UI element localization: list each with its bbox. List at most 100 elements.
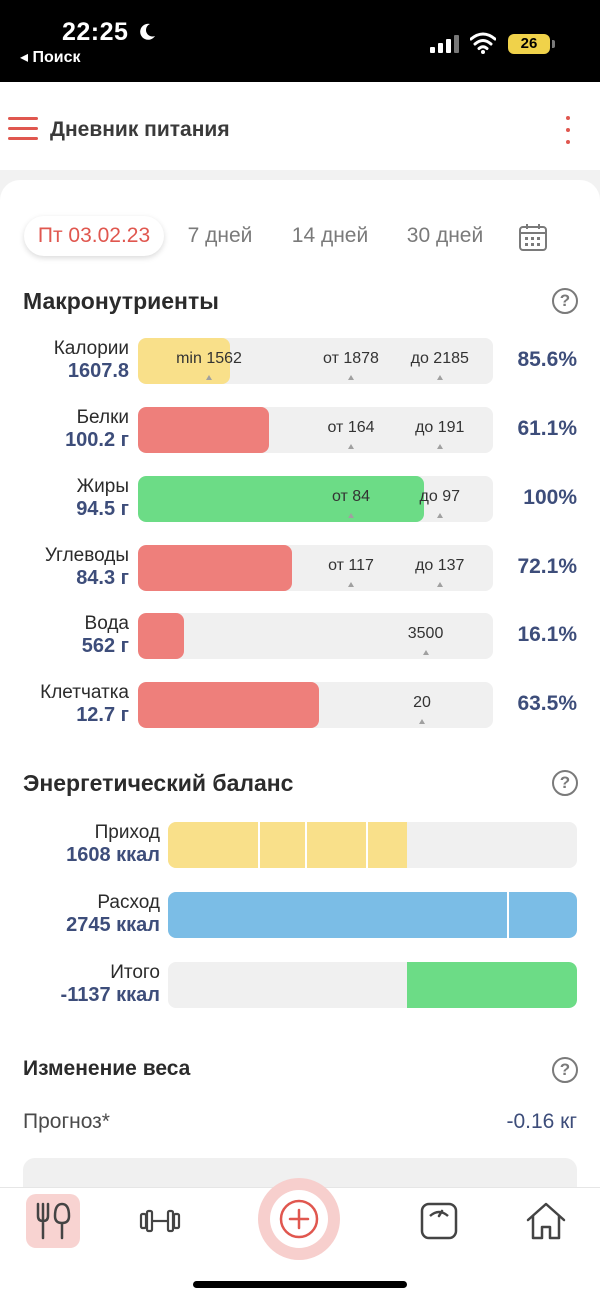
macro-label: Углеводы xyxy=(44,545,129,566)
macro-label: Калории xyxy=(53,338,129,359)
calendar-icon[interactable] xyxy=(518,222,548,252)
energy-label: Итого xyxy=(110,962,160,983)
macro-threshold-tick xyxy=(436,375,443,380)
home-indicator xyxy=(193,1281,407,1288)
scale-icon[interactable] xyxy=(412,1194,466,1248)
hamburger-menu-icon[interactable] xyxy=(8,117,38,141)
cellular-signal-icon xyxy=(430,35,459,53)
macro-progress-fill xyxy=(138,682,320,728)
macro-threshold-tick xyxy=(436,444,443,449)
macro-threshold-tick xyxy=(436,582,443,587)
macro-threshold-tick xyxy=(206,375,212,380)
macro-progress-track: 3500 xyxy=(138,613,493,659)
energy-row: Расход 2745 ккал xyxy=(0,892,600,938)
macro-threshold-label: до 2185 xyxy=(410,350,469,367)
macro-percent: 16.1% xyxy=(517,623,577,646)
tab-30-days[interactable]: 30 дней xyxy=(406,224,484,247)
macro-value: 12.7 г xyxy=(76,704,129,726)
add-icon[interactable] xyxy=(270,1190,328,1248)
macro-percent: 61.1% xyxy=(517,417,577,440)
macro-progress-fill xyxy=(138,407,270,453)
macro-percent: 72.1% xyxy=(517,555,577,578)
macro-threshold-tick xyxy=(348,375,354,380)
back-to-search-link[interactable]: ◂ Поиск xyxy=(20,49,81,66)
macro-threshold-tick xyxy=(419,719,425,724)
macro-threshold-tick xyxy=(348,582,354,587)
forecast-value: -0.16 кг xyxy=(506,1110,577,1133)
battery-indicator: 26 xyxy=(508,34,550,54)
macro-progress-track: 20 xyxy=(138,682,493,728)
energy-row: Итого -1137 ккал xyxy=(0,962,600,1008)
macro-threshold-tick xyxy=(348,513,354,518)
macro-percent: 85.6% xyxy=(517,348,577,371)
weight-help-icon[interactable]: ? xyxy=(552,1057,578,1083)
home-icon[interactable] xyxy=(519,1194,573,1248)
macro-threshold-label: 20 xyxy=(413,694,431,711)
macro-threshold-label: от 1878 xyxy=(323,350,379,367)
dumbbell-icon[interactable] xyxy=(133,1194,187,1248)
macro-progress-fill xyxy=(138,338,231,384)
energy-bar-fill xyxy=(168,822,408,868)
macros-title: Макронутриенты xyxy=(23,288,219,314)
macro-threshold-tick xyxy=(436,513,443,518)
energy-bar-track xyxy=(168,822,577,868)
macro-threshold-label: min 1562 xyxy=(176,350,242,367)
energy-bar-track xyxy=(168,892,577,938)
energy-value: 2745 ккал xyxy=(66,914,160,936)
energy-label: Расход xyxy=(97,892,160,913)
tab-7-days[interactable]: 7 дней xyxy=(187,224,253,247)
macro-label: Белки xyxy=(76,407,129,428)
status-bar: 22:25 ◂ Поиск 26 xyxy=(0,0,600,82)
battery-nub xyxy=(552,40,555,48)
macro-threshold-label: до 191 xyxy=(415,419,465,436)
energy-value: -1137 ккал xyxy=(60,984,160,1006)
macro-progress-track: от 84 до 97 xyxy=(138,476,493,522)
energy-value: 1608 ккал xyxy=(66,844,160,866)
macro-threshold-label: до 97 xyxy=(419,488,460,505)
macro-threshold-label: от 164 xyxy=(327,419,375,436)
energy-label: Приход xyxy=(94,822,160,843)
macro-row: Калории 1607.8 min 1562 от 1878 до 2185 85.6% xyxy=(0,338,600,384)
macro-value: 100.2 г xyxy=(65,429,129,451)
macro-row: Клетчатка 12.7 г 20 63.5% xyxy=(0,682,600,728)
macro-threshold-label: до 137 xyxy=(415,557,465,574)
energy-bar-divider xyxy=(257,822,260,868)
macro-progress-fill xyxy=(138,613,185,659)
macro-threshold-label: 3500 xyxy=(407,625,444,642)
macro-threshold-label: от 84 xyxy=(331,488,371,505)
energy-bar-divider xyxy=(366,822,369,868)
moon-icon xyxy=(140,23,155,40)
macro-label: Вода xyxy=(84,613,129,634)
macro-threshold-tick xyxy=(422,650,429,655)
macros-help-icon[interactable]: ? xyxy=(552,288,578,314)
macro-value: 562 г xyxy=(81,635,129,657)
more-options-icon[interactable] xyxy=(560,114,576,146)
weight-title: Изменение веса xyxy=(23,1057,191,1080)
macro-label: Клетчатка xyxy=(40,682,129,703)
forecast-label: Прогноз* xyxy=(23,1110,110,1133)
period-tabs: Пт 03.02.23 7 дней 14 дней 30 дней xyxy=(0,216,600,256)
energy-bar-divider xyxy=(507,892,510,938)
diary-card: Пт 03.02.23 7 дней 14 дней 30 дней Макро… xyxy=(0,180,600,1190)
fork-knife-icon[interactable] xyxy=(26,1194,80,1248)
app-header: Дневник питания xyxy=(0,82,600,170)
macro-row: Вода 562 г 3500 16.1% xyxy=(0,613,600,659)
macro-value: 1607.8 xyxy=(67,360,129,382)
page-title: Дневник питания xyxy=(50,118,230,141)
wifi-icon xyxy=(470,32,496,54)
energy-title: Энергетический баланс xyxy=(23,770,294,796)
energy-help-icon[interactable]: ? xyxy=(552,770,578,796)
macro-row: Жиры 94.5 г от 84 до 97 100% xyxy=(0,476,600,522)
add-entry-button[interactable] xyxy=(258,1178,340,1260)
macro-progress-track: от 117 до 137 xyxy=(138,545,493,591)
tab-today[interactable]: Пт 03.02.23 xyxy=(24,216,164,256)
energy-bar-track xyxy=(168,962,577,1008)
tab-14-days[interactable]: 14 дней xyxy=(291,224,369,247)
macro-progress-track: min 1562 от 1878 до 2185 xyxy=(138,338,493,384)
energy-bar-fill xyxy=(168,892,577,938)
macro-progress-track: от 164 до 191 xyxy=(138,407,493,453)
macro-threshold-tick xyxy=(348,444,354,449)
macro-percent: 63.5% xyxy=(517,692,577,715)
macro-progress-fill xyxy=(138,545,293,591)
energy-bar-divider xyxy=(305,822,307,868)
